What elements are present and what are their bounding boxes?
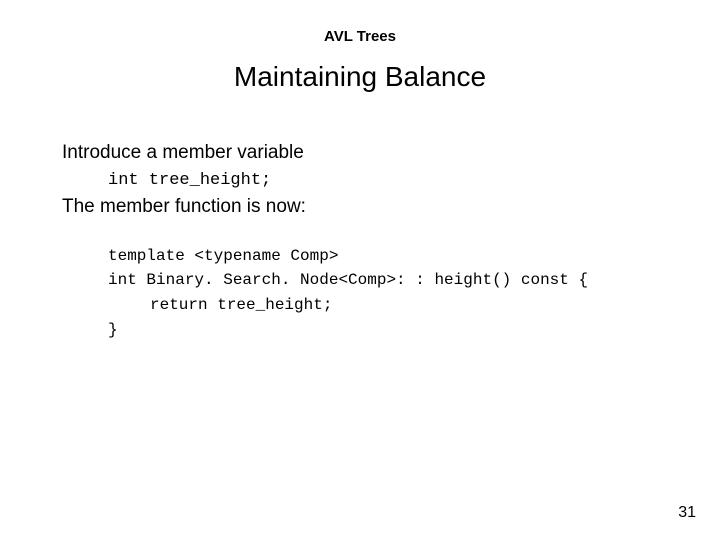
slide-content: Introduce a member variable int tree_hei… xyxy=(0,93,720,343)
page-number: 31 xyxy=(678,504,696,522)
code-line: template <typename Comp> xyxy=(108,244,720,269)
code-line: return tree_height; xyxy=(108,293,720,318)
body-line-1: Introduce a member variable xyxy=(62,139,720,168)
slide-header-label: AVL Trees xyxy=(0,0,720,45)
code-line: int Binary. Search. Node<Comp>: : height… xyxy=(108,268,720,293)
body-line-2: The member function is now: xyxy=(62,193,720,222)
slide-title: Maintaining Balance xyxy=(0,45,720,93)
code-line: } xyxy=(108,318,720,343)
code-block: template <typename Comp> int Binary. Sea… xyxy=(62,222,720,343)
inline-code-declaration: int tree_height; xyxy=(62,168,720,194)
